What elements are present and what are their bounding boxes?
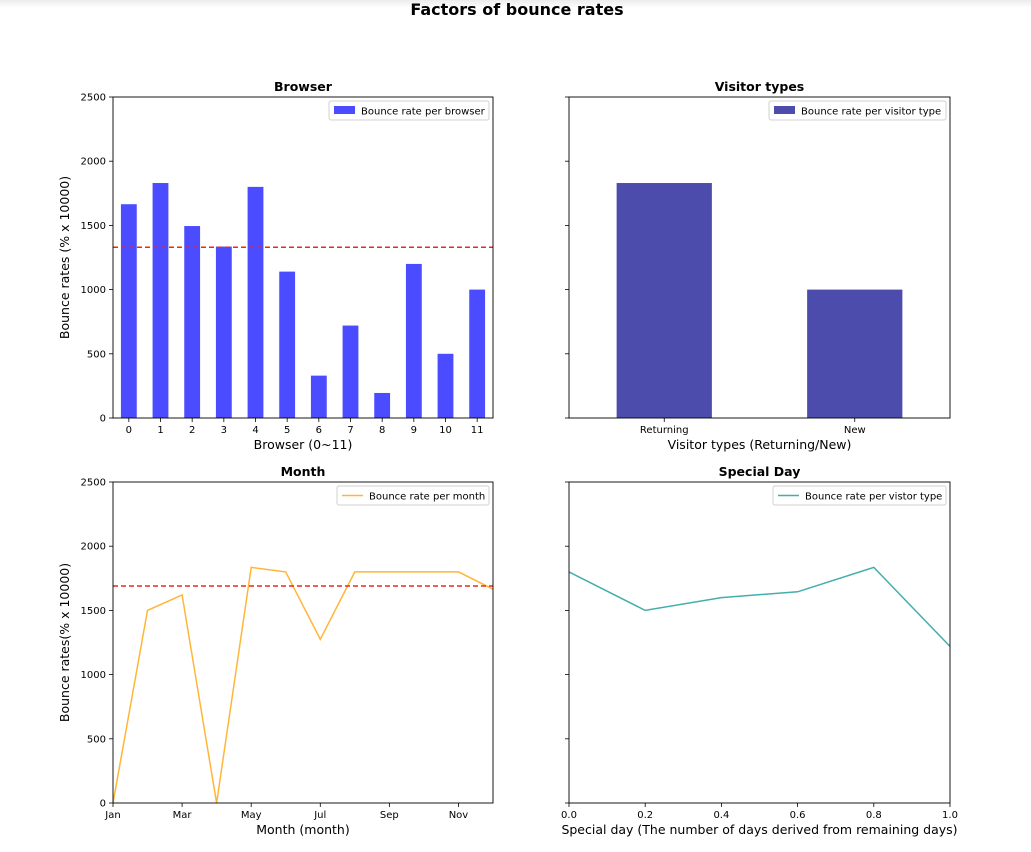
y-tick-label: 500 bbox=[87, 349, 106, 360]
x-tick-label: 7 bbox=[347, 425, 353, 436]
bar bbox=[120, 204, 137, 418]
legend-box bbox=[768, 100, 947, 121]
y-tick-label: 0 bbox=[100, 799, 106, 810]
x-tick-label: 11 bbox=[471, 425, 484, 436]
y-tick-label: 1000 bbox=[81, 285, 106, 296]
figure-title: Factors of bounce rates bbox=[410, 0, 623, 19]
y-tick-label: 500 bbox=[87, 734, 106, 745]
y-tick-label: 2500 bbox=[81, 93, 106, 104]
x-axis-label: Browser (0~11) bbox=[254, 437, 353, 452]
x-tick-label: 0 bbox=[126, 425, 132, 436]
legend-box bbox=[772, 485, 947, 506]
bar bbox=[469, 289, 486, 418]
panel-title: Browser bbox=[274, 79, 333, 94]
x-tick-label: Returning bbox=[640, 425, 689, 436]
bar bbox=[405, 263, 422, 418]
x-tick-label: May bbox=[241, 810, 262, 821]
x-axis-label: Visitor types (Returning/New) bbox=[668, 437, 852, 452]
bar bbox=[279, 271, 296, 418]
x-tick-label: 0.0 bbox=[561, 810, 577, 821]
legend-swatch bbox=[334, 106, 355, 114]
bar bbox=[437, 353, 454, 418]
x-tick-label: 9 bbox=[411, 425, 417, 436]
x-tick-label: 3 bbox=[221, 425, 227, 436]
plot-frame bbox=[112, 481, 494, 804]
special-day-panel: Special Day Special day (The number of da… bbox=[561, 464, 958, 837]
legend-label: Bounce rate per browser bbox=[361, 107, 486, 118]
x-tick-label: Jul bbox=[313, 810, 326, 821]
legend-label: Bounce rate per month bbox=[369, 492, 485, 503]
x-tick-label: 10 bbox=[439, 425, 452, 436]
y-tick-label: 2000 bbox=[81, 157, 106, 168]
y-tick-label: 2000 bbox=[81, 542, 106, 553]
y-tick-label: 0 bbox=[100, 414, 106, 425]
legend-box bbox=[336, 485, 490, 506]
plot-frame bbox=[568, 481, 951, 804]
x-tick-label: 1.0 bbox=[942, 810, 958, 821]
bar bbox=[374, 392, 391, 418]
bar bbox=[215, 246, 232, 418]
bar bbox=[247, 186, 264, 418]
x-tick-label: 0.2 bbox=[637, 810, 653, 821]
bar bbox=[184, 226, 201, 418]
y-tick-label: 1000 bbox=[81, 670, 106, 681]
visitor-types-panel: Visitor types Visitor types (Returning/Ne… bbox=[565, 79, 951, 452]
x-tick-label: 0.4 bbox=[713, 810, 729, 821]
bar bbox=[807, 289, 903, 418]
bar bbox=[152, 183, 169, 418]
legend-label: Bounce rate per visitor type bbox=[801, 107, 941, 118]
x-tick-label: Jan bbox=[104, 810, 120, 821]
x-tick-label: 4 bbox=[252, 425, 258, 436]
y-tick-label: 1500 bbox=[81, 221, 106, 232]
x-axis-label: Month (month) bbox=[256, 822, 349, 837]
x-tick-label: 8 bbox=[379, 425, 385, 436]
series-line bbox=[112, 566, 494, 804]
panel-title: Special Day bbox=[719, 464, 801, 479]
y-axis-label: Bounce rates(% x 10000) bbox=[57, 563, 72, 722]
plot-frame bbox=[568, 96, 951, 419]
y-axis-label: Bounce rates (% x 10000) bbox=[57, 176, 72, 339]
x-tick-label: 0.6 bbox=[790, 810, 806, 821]
x-tick-label: Sep bbox=[380, 810, 399, 821]
x-tick-label: 0.8 bbox=[866, 810, 882, 821]
series-line bbox=[568, 566, 951, 647]
x-tick-label: New bbox=[844, 425, 866, 436]
panel-title: Visitor types bbox=[715, 79, 805, 94]
y-tick-label: 1500 bbox=[81, 606, 106, 617]
x-axis-label: Special day (The number of days derived … bbox=[561, 822, 957, 837]
browser-panel: 0 500 1000 1500 2000 2500 Browser Browser (0~11… bbox=[57, 79, 494, 452]
plot-frame bbox=[112, 96, 494, 419]
panel-title: Month bbox=[281, 464, 326, 479]
x-tick-label: 1 bbox=[157, 425, 163, 436]
top-shadow bbox=[0, 0, 1031, 8]
x-tick-label: Nov bbox=[449, 810, 469, 821]
y-tick-label: 2500 bbox=[81, 478, 106, 489]
x-tick-label: 5 bbox=[284, 425, 290, 436]
x-tick-label: 2 bbox=[189, 425, 195, 436]
bar bbox=[342, 325, 359, 418]
bar bbox=[310, 375, 327, 418]
month-panel: 0 500 1000 1500 2000 2500 Month Month (month) Bo… bbox=[57, 464, 494, 837]
x-tick-label: 6 bbox=[316, 425, 322, 436]
x-tick-label: Mar bbox=[173, 810, 193, 821]
legend-label: Bounce rate per vistor type bbox=[805, 492, 942, 503]
legend-swatch bbox=[774, 106, 795, 114]
bar bbox=[616, 183, 712, 418]
legend-box bbox=[328, 100, 490, 121]
